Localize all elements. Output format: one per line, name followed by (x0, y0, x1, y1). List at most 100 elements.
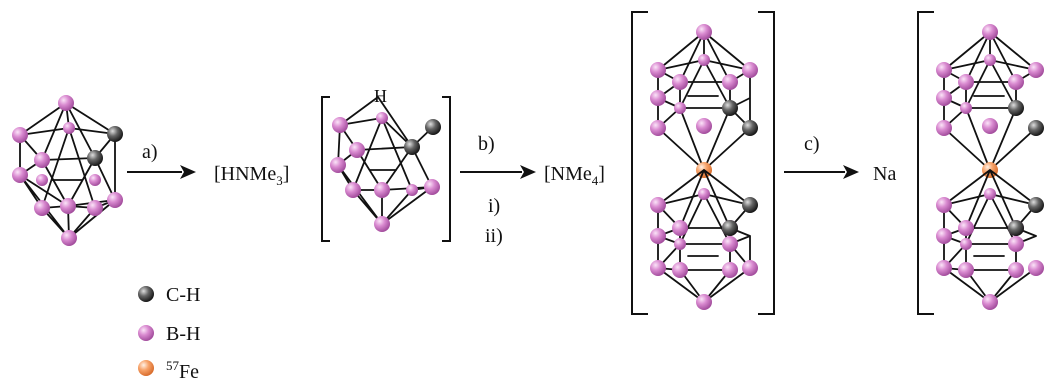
arrow-c-label: c) (804, 133, 820, 155)
carbon-atom (742, 197, 758, 213)
boron-atom (12, 127, 28, 143)
carbon-atom (87, 150, 103, 166)
boron-atom (34, 200, 50, 216)
bridging-hydrogen-label: H (374, 86, 387, 106)
boron-atom (650, 260, 666, 276)
legend-item-carbon: C-H (138, 284, 200, 306)
boron-atom (374, 182, 390, 198)
boron-atom (374, 216, 390, 232)
boron-atom (674, 102, 686, 114)
boron-atom (60, 198, 76, 214)
carbon-atom (1008, 100, 1024, 116)
boron-atom (982, 118, 998, 134)
boron-atom (696, 118, 712, 134)
boron-atom (722, 74, 738, 90)
arrow-b-step-1: i) (488, 195, 500, 217)
boron-atom (89, 174, 101, 186)
boron-atom (722, 262, 738, 278)
boron-atom (936, 120, 952, 136)
counter-ion-1: [HNMe3] (214, 163, 289, 188)
boron-atom (958, 220, 974, 236)
legend-item-boron: B-H (138, 323, 200, 345)
lower-cage (936, 169, 1044, 310)
arrow-b-step-2: ii) (485, 225, 503, 247)
ferracarborane-nme4: [NMe4] (544, 11, 775, 315)
arrow-b-label: b) (478, 133, 495, 155)
iron-swatch-icon (138, 360, 154, 376)
boron-atom (936, 228, 952, 244)
boron-atom (63, 122, 75, 134)
carbon-atom (722, 220, 738, 236)
boron-atom (696, 294, 712, 310)
boron-atom (936, 260, 952, 276)
legend-label-boron: B-H (166, 323, 200, 345)
legend-item-iron: 57Fe (138, 358, 199, 383)
boron-atom (984, 54, 996, 66)
boron-atom (960, 238, 972, 250)
boron-atom (345, 182, 361, 198)
boron-atom (958, 262, 974, 278)
boron-atom (349, 142, 365, 158)
ferracarborane-na: Na (873, 11, 1044, 315)
carbon-atom (1008, 220, 1024, 236)
boron-atom (650, 197, 666, 213)
boron-atom (424, 179, 440, 195)
upper-cage (650, 24, 758, 171)
carborane-closo (12, 95, 123, 246)
boron-atom (960, 102, 972, 114)
carbon-atom (722, 100, 738, 116)
boron-swatch-icon (138, 325, 154, 341)
boron-atom (982, 24, 998, 40)
boron-atom (936, 197, 952, 213)
boron-atom (36, 174, 48, 186)
boron-atom (61, 230, 77, 246)
nido-carborane: [HNMe3] H (214, 86, 451, 242)
boron-atom (672, 74, 688, 90)
boron-atom (698, 54, 710, 66)
boron-atom (936, 90, 952, 106)
boron-atom (1008, 236, 1024, 252)
counter-ion-2: [NMe4] (544, 163, 605, 188)
boron-atom (1028, 260, 1044, 276)
legend: C-H B-H 57Fe (138, 284, 200, 383)
boron-atom (674, 238, 686, 250)
arrow-a-label: a) (142, 141, 158, 163)
boron-atom (650, 90, 666, 106)
carbon-atom (1028, 197, 1044, 213)
boron-atom (1028, 62, 1044, 78)
carbon-atom (404, 139, 420, 155)
boron-atom (332, 117, 348, 133)
carbon-swatch-icon (138, 286, 154, 302)
legend-label-carbon: C-H (166, 284, 200, 306)
boron-atom (1008, 74, 1024, 90)
boron-atom (12, 167, 28, 183)
boron-atom (34, 152, 50, 168)
boron-atom (982, 294, 998, 310)
carbon-atom (1028, 120, 1044, 136)
boron-atom (650, 228, 666, 244)
boron-atom (107, 192, 123, 208)
arrow-c: c) (784, 133, 859, 179)
upper-cage (936, 24, 1044, 171)
boron-atom (406, 184, 418, 196)
boron-atom (672, 262, 688, 278)
boron-atom (958, 74, 974, 90)
boron-atom (698, 188, 710, 200)
boron-atom (87, 200, 103, 216)
carbon-atom (107, 126, 123, 142)
carbon-atom (425, 119, 441, 135)
boron-atom (672, 220, 688, 236)
boron-atom (984, 188, 996, 200)
arrow-a: a) (127, 141, 196, 179)
lower-cage (650, 169, 758, 310)
boron-atom (742, 260, 758, 276)
carbon-atom (742, 120, 758, 136)
boron-atom (376, 112, 388, 124)
boron-atom (742, 62, 758, 78)
counter-ion-3: Na (873, 163, 896, 185)
boron-atom (696, 24, 712, 40)
legend-label-iron: 57Fe (166, 358, 199, 383)
boron-atom (330, 157, 346, 173)
boron-atom (936, 62, 952, 78)
